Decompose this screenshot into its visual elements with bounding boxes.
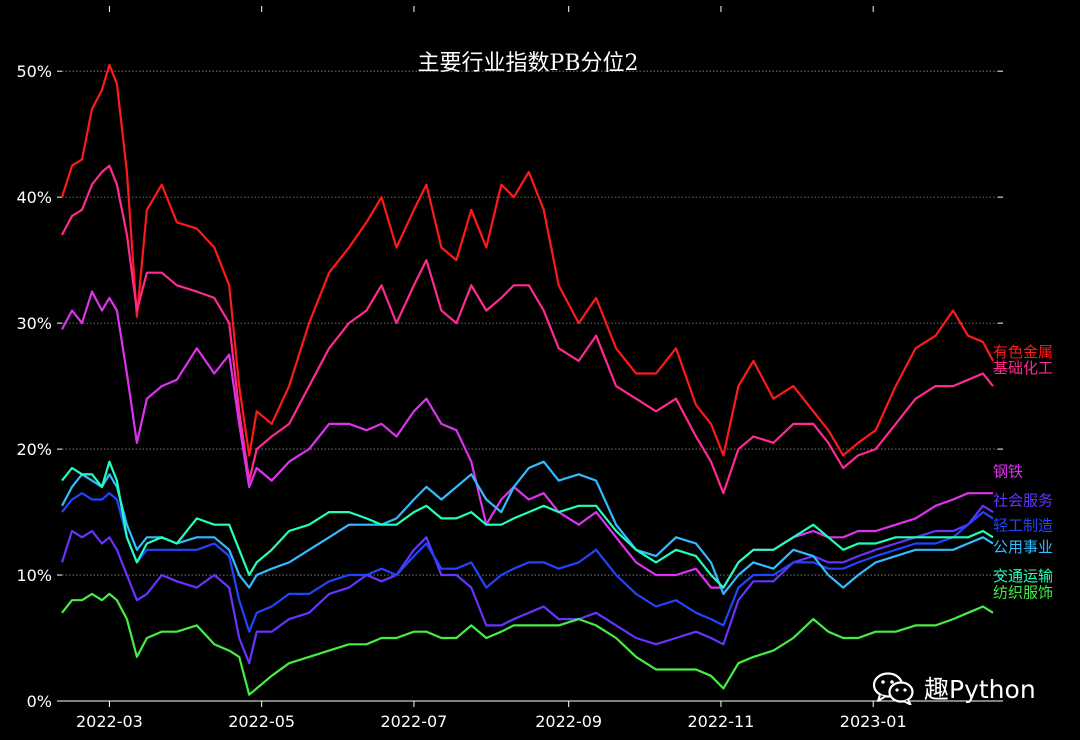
series-label: 纺织服饰 (993, 583, 1053, 601)
series-label: 基础化工 (993, 359, 1053, 377)
series-label: 有色金属 (993, 343, 1053, 361)
y-tick-label: 20% (16, 440, 52, 459)
series-label: 钢铁 (993, 462, 1023, 480)
series-line (61, 164, 994, 495)
series-line (61, 492, 994, 633)
y-tick-label: 40% (16, 188, 52, 207)
tick-labels: 0% 10% 20% 30% 40% 50% 2022-03 2022-05 2022-07 20… (16, 6, 1003, 731)
watermark-text: 趣Python (924, 675, 1036, 704)
series-label: 公用事业 (993, 538, 1053, 556)
chart-title: 主要行业指数PB分位2 (418, 51, 639, 76)
series-label: 轻工制造 (993, 517, 1053, 535)
x-tick-label: 2023-01 (840, 712, 907, 731)
series-line (60, 504, 994, 665)
series-label: 交通运输 (993, 567, 1053, 585)
series-line (61, 460, 994, 589)
y-tick-label: 50% (16, 62, 52, 81)
x-tick-label: 2022-05 (228, 712, 295, 731)
series-lines (60, 63, 994, 696)
watermark: 趣Python (872, 666, 1036, 710)
y-tick-label: 10% (16, 566, 52, 585)
y-tick-label: 30% (16, 314, 52, 333)
series-line (61, 290, 993, 589)
series-label: 社会服务 (993, 491, 1053, 509)
series-line (61, 460, 994, 596)
y-tick-label: 0% (27, 692, 52, 711)
wechat-icon (872, 672, 914, 705)
x-tick-label: 2022-07 (381, 712, 448, 731)
x-tick-label: 2022-11 (688, 712, 755, 731)
x-tick-label: 2022-03 (76, 712, 143, 731)
x-tick-label: 2022-09 (535, 712, 602, 731)
series-line (61, 592, 994, 696)
series-line (60, 63, 994, 457)
